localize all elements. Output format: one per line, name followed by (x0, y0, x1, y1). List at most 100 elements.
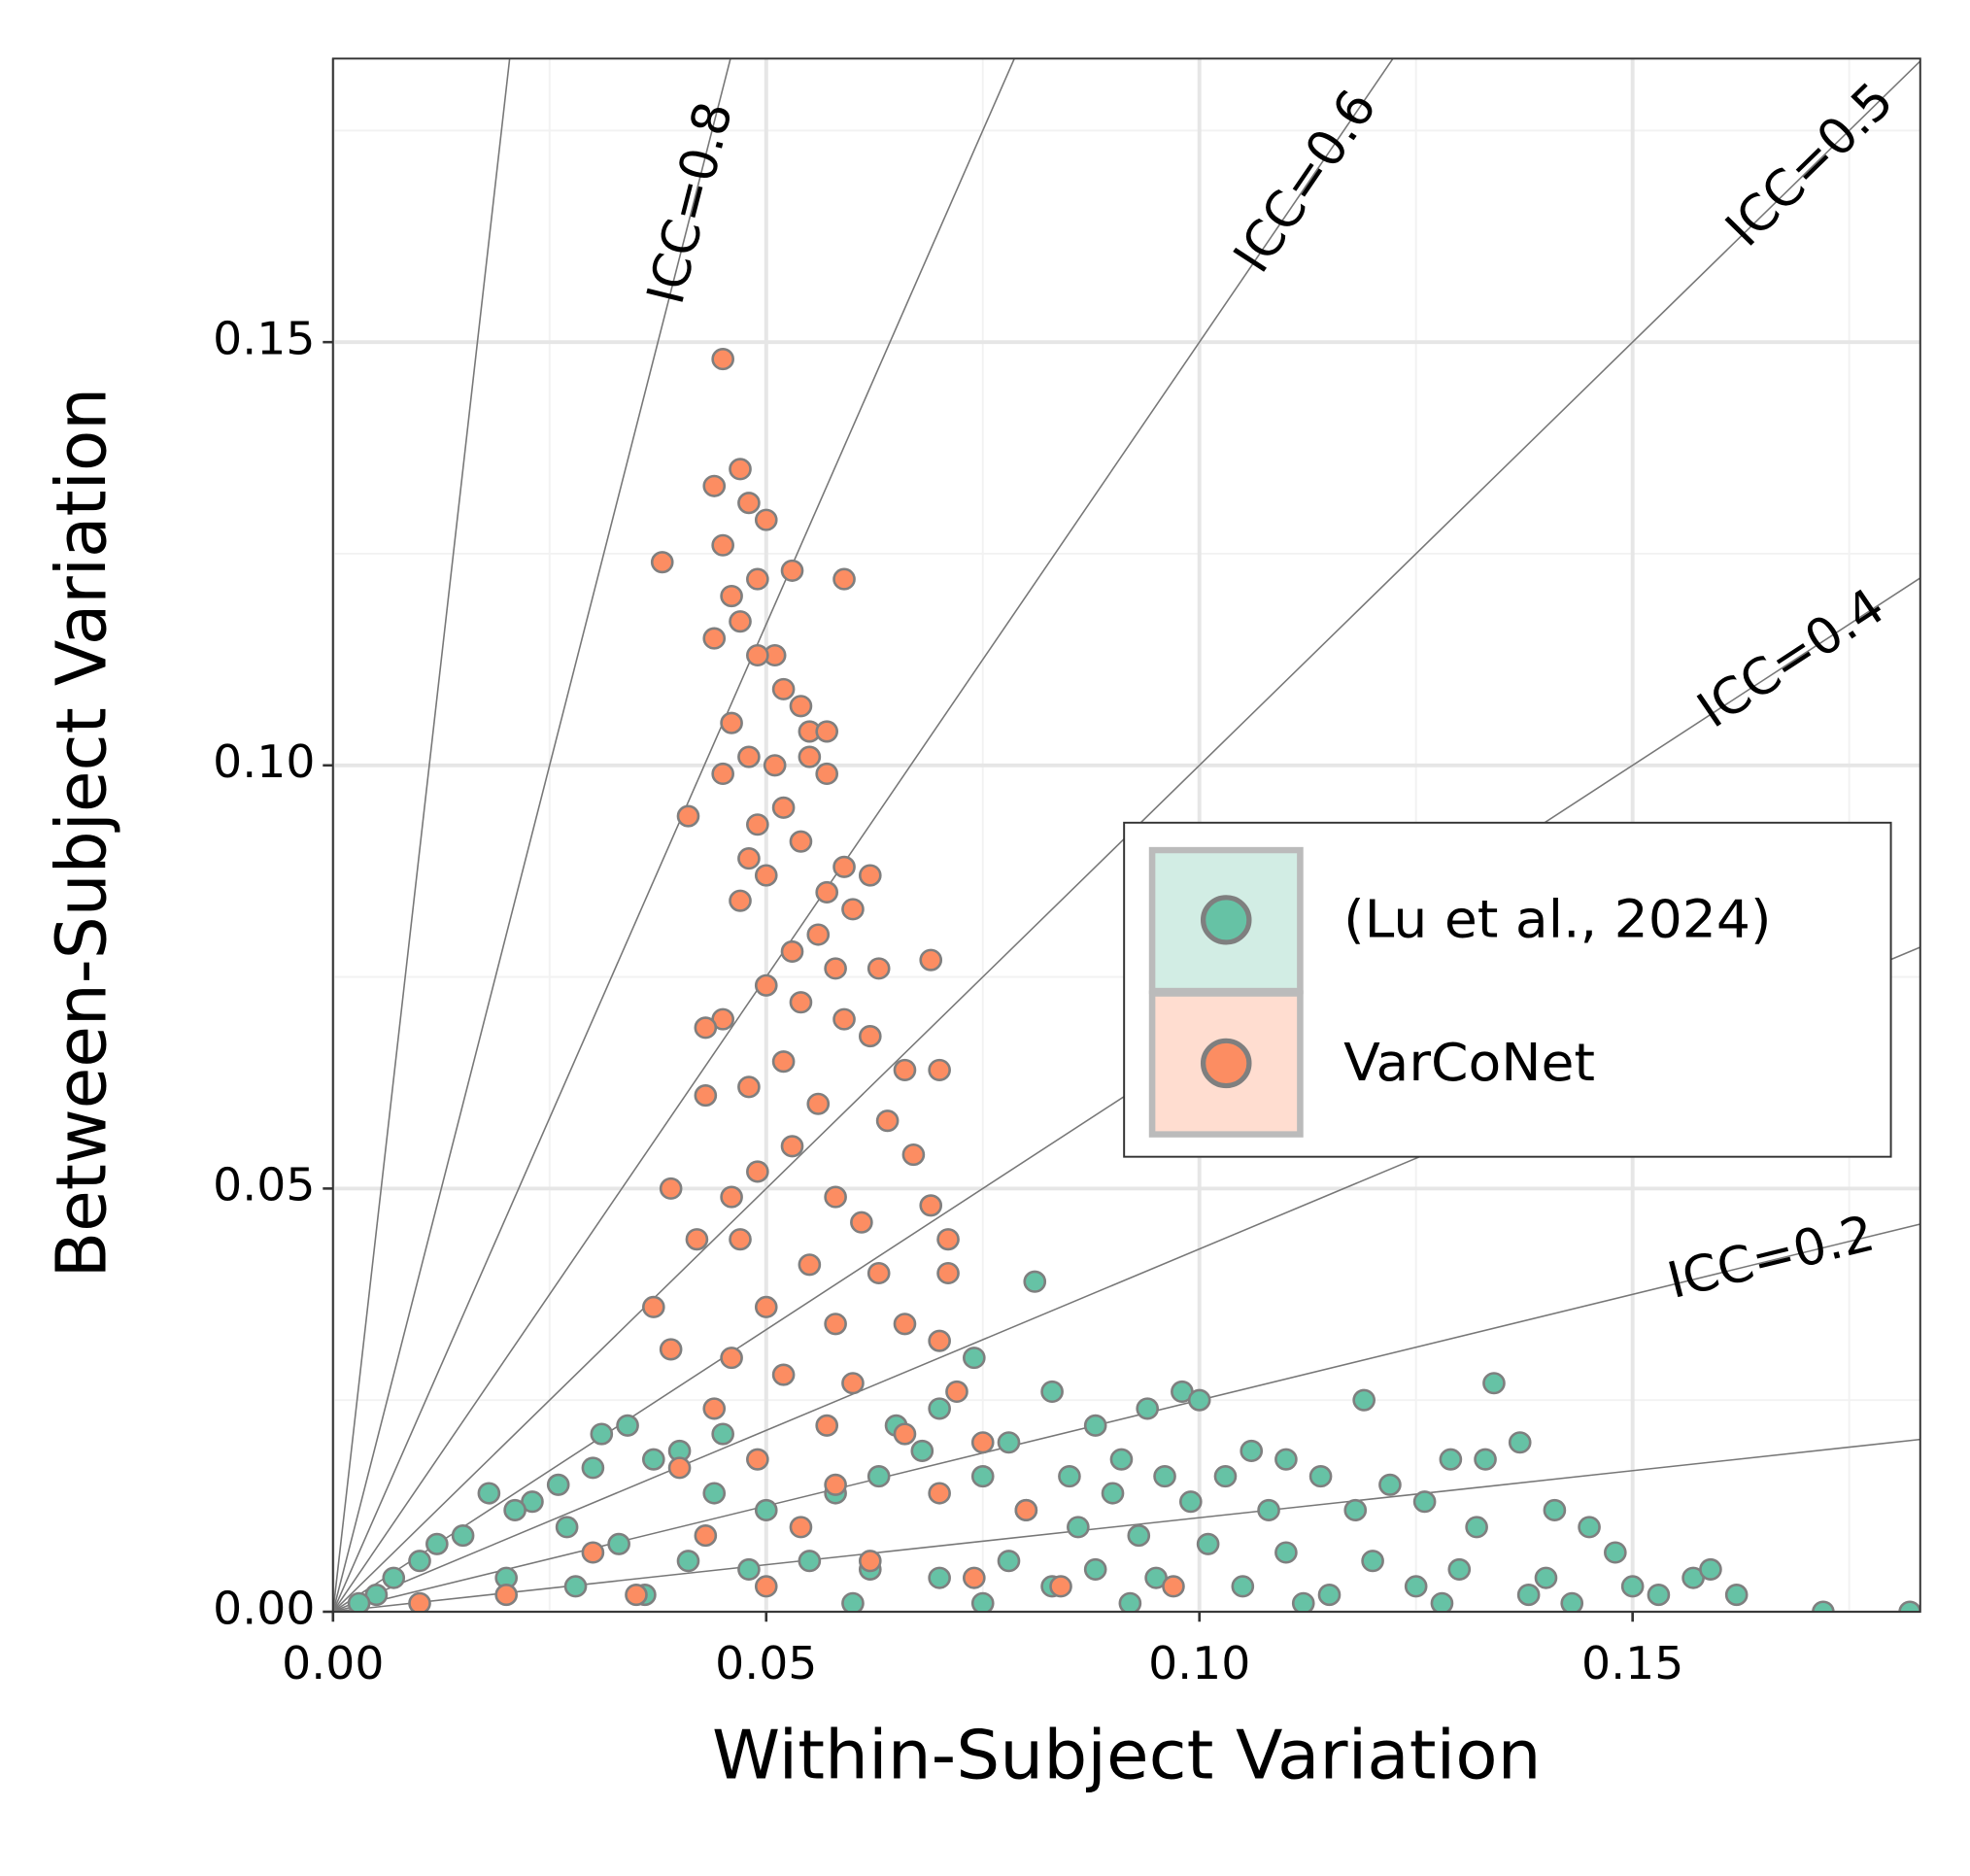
point (875, 1109, 900, 1133)
point (746, 1160, 769, 1183)
point (1308, 1465, 1333, 1488)
point (1101, 1482, 1125, 1505)
point (997, 1550, 1021, 1573)
point (676, 804, 700, 828)
point (616, 1414, 639, 1437)
point (1604, 1541, 1627, 1564)
point (746, 643, 769, 667)
point (806, 1092, 831, 1115)
point (910, 1439, 934, 1463)
point (1482, 1372, 1506, 1395)
point (798, 1550, 822, 1573)
point (746, 1448, 769, 1471)
point (1274, 1541, 1298, 1564)
point (1508, 1431, 1532, 1454)
point (1291, 1591, 1315, 1612)
point (1067, 1516, 1090, 1539)
point (850, 1211, 873, 1234)
point (919, 948, 943, 972)
point (711, 1422, 734, 1446)
point (667, 1456, 692, 1480)
point (702, 627, 727, 650)
point (729, 458, 752, 481)
point (798, 745, 822, 768)
point (347, 1591, 371, 1612)
point (866, 957, 891, 980)
point (789, 991, 813, 1014)
point (858, 1025, 882, 1048)
point (1578, 1516, 1601, 1539)
point (694, 1016, 718, 1040)
point (970, 1465, 995, 1488)
point (1560, 1591, 1584, 1612)
point (754, 864, 778, 887)
point (936, 1228, 960, 1251)
point (780, 559, 804, 582)
icc-line (332, 1438, 1920, 1612)
point (720, 1347, 743, 1370)
point (676, 1550, 700, 1573)
legend-marker (1200, 895, 1252, 945)
x-tick-label: 0.05 (715, 1638, 817, 1689)
point (832, 1007, 856, 1031)
point (641, 1295, 665, 1318)
point (1213, 1465, 1238, 1488)
point (555, 1516, 579, 1539)
point (1127, 1524, 1151, 1548)
point (841, 1591, 865, 1612)
legend-marker (1200, 1038, 1252, 1089)
point (625, 1584, 648, 1607)
point (737, 745, 761, 768)
point (1534, 1566, 1558, 1589)
point (650, 551, 674, 574)
point (841, 898, 865, 921)
point (1412, 1490, 1437, 1514)
point (382, 1566, 406, 1589)
point (590, 1422, 614, 1446)
point (746, 813, 769, 836)
point (702, 474, 727, 497)
legend-label: VarCoNet (1343, 1032, 1595, 1093)
point (1516, 1584, 1541, 1607)
point (858, 864, 882, 887)
point (607, 1532, 630, 1555)
y-tick-label: 0.00 (213, 1584, 315, 1635)
point (754, 973, 778, 997)
point (780, 1135, 804, 1158)
point (824, 1313, 847, 1336)
point (928, 1482, 951, 1505)
point (408, 1591, 431, 1612)
point (720, 711, 743, 734)
point (1083, 1414, 1107, 1437)
point (685, 1228, 709, 1251)
point (928, 1329, 951, 1352)
point (945, 1380, 968, 1404)
point (1023, 1270, 1047, 1293)
point (1049, 1575, 1072, 1598)
point (1274, 1448, 1298, 1471)
point (1231, 1575, 1255, 1598)
point (659, 1177, 683, 1200)
point (1439, 1448, 1463, 1471)
icc-line (332, 58, 1015, 1612)
point (1109, 1448, 1134, 1471)
point (1118, 1591, 1142, 1612)
point (1812, 1600, 1835, 1612)
point (711, 348, 734, 371)
plot-layer (332, 58, 1920, 1612)
point (789, 1516, 813, 1539)
point (425, 1532, 449, 1555)
point (737, 847, 761, 870)
point (1465, 1516, 1488, 1539)
icc-line (332, 58, 511, 1612)
point (477, 1482, 501, 1505)
point (1153, 1465, 1176, 1488)
point (754, 508, 778, 531)
point (893, 1313, 917, 1336)
point (893, 1422, 917, 1446)
point (659, 1338, 683, 1361)
point (928, 1058, 951, 1081)
point (581, 1456, 605, 1480)
point (1317, 1584, 1342, 1607)
point (1162, 1575, 1185, 1598)
